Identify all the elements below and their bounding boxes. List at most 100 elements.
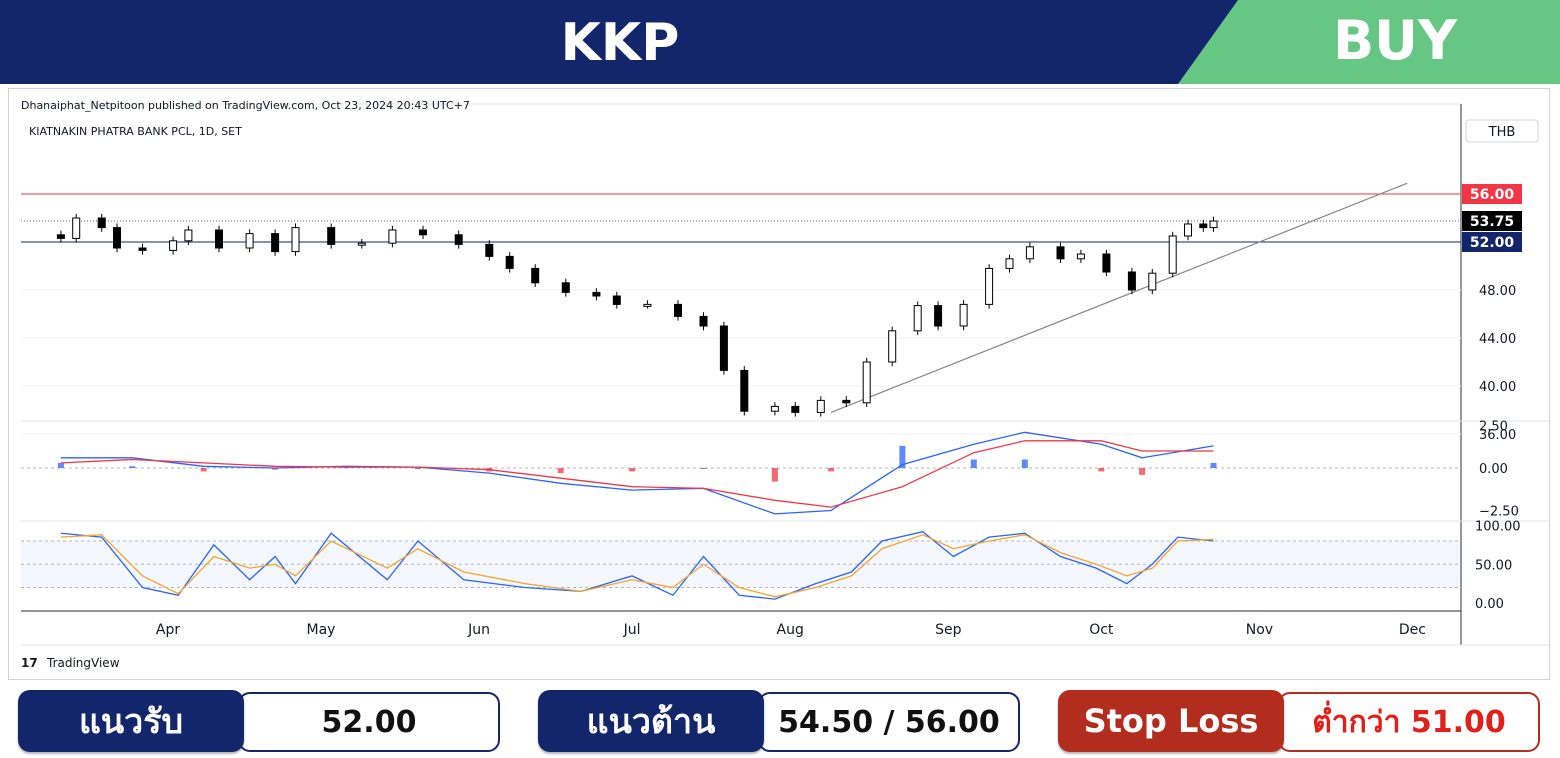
candle-body (643, 303, 652, 307)
trendline (830, 182, 1408, 413)
publisher-note: Dhanaiphat_Netpitoon published on Tradin… (21, 99, 470, 112)
candle-body (357, 242, 366, 246)
candle-body (561, 282, 570, 293)
time-tick-label: Jun (467, 622, 490, 638)
candle-body (592, 291, 601, 297)
candle-body (1076, 253, 1085, 260)
time-tick-label: Oct (1089, 622, 1114, 638)
time-tick-label: Nov (1246, 622, 1273, 638)
signal-background (1178, 0, 1560, 84)
currency-label: THB (1488, 125, 1516, 140)
candle-body (959, 303, 968, 327)
time-tick-label: May (307, 622, 336, 638)
time-tick-label: Jul (623, 622, 641, 638)
candle-body (184, 229, 193, 242)
macd-histogram-bar (700, 468, 707, 469)
support-box: แนวรับ 52.00 (18, 690, 500, 752)
stoch-tick-label: 50.00 (1475, 558, 1512, 573)
signal-label: BUY (1332, 9, 1458, 72)
candle-body (291, 227, 300, 253)
candle-body (719, 325, 728, 371)
stoch-tick-label: 100.00 (1475, 520, 1521, 535)
candle-body (1184, 223, 1192, 237)
macd-histogram-bar (1021, 459, 1028, 468)
candle-body (138, 247, 147, 251)
chart-canvas: Dhanaiphat_Netpitoon published on Tradin… (21, 99, 1549, 670)
resistance-box: แนวต้าน 54.50 / 56.00 (538, 690, 1020, 752)
time-tick-label: Aug (777, 622, 804, 638)
macd-histogram-bar (899, 445, 906, 468)
candle-body (505, 255, 514, 269)
candle-body (612, 295, 621, 305)
candle-body (791, 405, 800, 413)
candle-body (770, 405, 779, 412)
stoploss-box: Stop Loss ต่ำกว่า 51.00 (1058, 690, 1540, 752)
candle-body (454, 234, 463, 245)
macd-histogram-bar (414, 468, 421, 469)
tradingview-branding: TradingView (46, 656, 120, 670)
level-badge (1462, 184, 1522, 204)
tradingview-logo-icon: 17 (21, 656, 38, 670)
candle-body (419, 229, 427, 236)
macd-histogram-bar (272, 468, 279, 470)
macd-histogram-bar (557, 468, 564, 474)
price-tick-label: 36.00 (1479, 428, 1516, 443)
macd-line (60, 431, 1214, 515)
support-label: แนวรับ (18, 690, 244, 752)
candle-body (816, 399, 825, 413)
time-tick-label: Sep (935, 622, 962, 638)
candle-body (113, 227, 121, 249)
macd-histogram-bar (129, 466, 136, 468)
macd-histogram-bar (57, 462, 64, 468)
candle-body (1148, 272, 1157, 291)
currency-box (1465, 119, 1539, 143)
macd-histogram-bar (771, 468, 778, 482)
candle-body (1127, 271, 1136, 291)
stoploss-value: ต่ำกว่า 51.00 (1278, 692, 1540, 752)
price-tick-label: 48.00 (1479, 284, 1516, 299)
candle-body (913, 305, 922, 332)
candle-body (1168, 235, 1177, 274)
stoch-tick-label: 0.00 (1475, 597, 1504, 612)
macd-histogram-bar (629, 468, 636, 472)
candle-body (169, 240, 178, 251)
instrument-title: KIATNAKIN PHATRA BANK PCL, 1D, SET (29, 125, 242, 138)
price-tick-label: 44.00 (1479, 332, 1516, 347)
candle-body (327, 227, 336, 245)
candle-body (674, 303, 682, 317)
macd-histogram-bar (200, 468, 207, 472)
candle-body (97, 217, 106, 229)
resistance-label: แนวต้าน (538, 690, 764, 752)
candle-body (934, 305, 943, 327)
macd-histogram-bar (1139, 468, 1146, 475)
stoploss-label: Stop Loss (1058, 690, 1284, 752)
candle-body (862, 361, 871, 404)
candle-body (56, 234, 65, 239)
time-tick-label: Apr (156, 622, 180, 638)
macd-tick-label: −2.50 (1479, 505, 1519, 520)
candle-body (1025, 246, 1034, 260)
macd-histogram-bar (1210, 462, 1217, 468)
symbol-title: KKP (560, 13, 680, 73)
candle-body (842, 399, 851, 404)
candle-body (388, 229, 397, 244)
macd-histogram-bar (828, 468, 834, 472)
level-badge (1462, 232, 1522, 252)
time-tick-label: Dec (1399, 622, 1426, 638)
support-value: 52.00 (238, 692, 500, 752)
macd-signal-line (60, 440, 1214, 508)
candle-body (740, 369, 749, 412)
stoch-d-line (60, 534, 1214, 598)
candle-body (1102, 253, 1111, 273)
candle-body (72, 217, 81, 239)
macd-histogram-bar (970, 459, 977, 468)
candle-body (1209, 220, 1218, 229)
candle-body (485, 243, 494, 257)
candle-body (985, 267, 994, 305)
level-label: 56.00 (1470, 187, 1515, 203)
tradingview-chart: Dhanaiphat_Netpitoon published on Tradin… (8, 88, 1550, 680)
candle-body (699, 315, 708, 327)
candle-body (1056, 246, 1065, 260)
last-price-badge (1462, 211, 1522, 231)
level-label: 52.00 (1470, 235, 1515, 251)
